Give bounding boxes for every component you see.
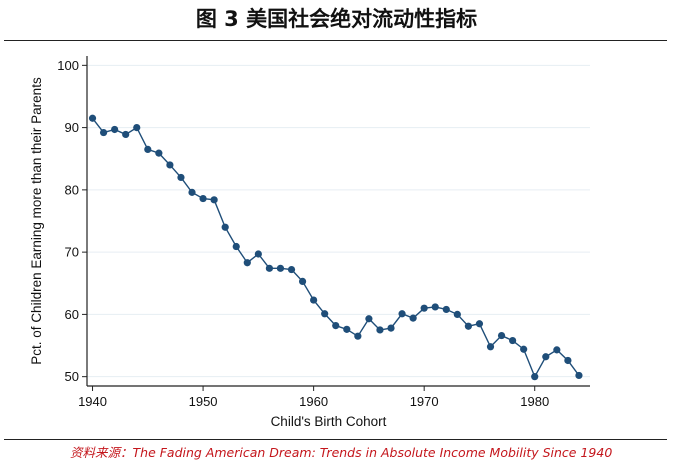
- y-tick-label: 50: [65, 369, 79, 384]
- series-line: [91, 117, 580, 379]
- data-point: [188, 188, 196, 196]
- data-point: [420, 304, 428, 312]
- data-point: [442, 305, 450, 314]
- data-point: [431, 303, 439, 311]
- axes: [86, 56, 590, 387]
- y-tick-label: 80: [65, 182, 79, 197]
- data-point: [210, 196, 218, 204]
- data-point: [531, 373, 539, 381]
- x-tick-label: 1970: [410, 394, 439, 409]
- data-point: [221, 223, 229, 231]
- y-ticks: 50 60 70 80 90 100: [57, 58, 87, 384]
- source-label: 资料来源：: [70, 445, 133, 460]
- y-tick-label: 70: [65, 245, 79, 260]
- data-point: [486, 343, 495, 351]
- x-tick-label: 1940: [78, 394, 107, 409]
- y-tick-label: 100: [57, 58, 79, 73]
- data-point: [497, 331, 506, 340]
- data-points: [88, 114, 583, 381]
- data-point: [520, 345, 528, 353]
- data-point: [144, 145, 152, 153]
- source-text: The Fading American Dream: Trends in Abs…: [132, 445, 613, 460]
- data-point: [254, 250, 262, 258]
- data-point: [343, 325, 351, 333]
- data-point: [298, 277, 307, 285]
- data-point: [321, 310, 329, 318]
- data-point: [265, 264, 274, 272]
- data-point: [365, 315, 373, 323]
- x-tick-label: 1960: [299, 394, 328, 409]
- data-point: [542, 353, 550, 361]
- title-rule: [4, 40, 667, 41]
- data-point: [409, 314, 417, 322]
- gridlines: [87, 64, 590, 378]
- data-point: [310, 296, 318, 304]
- data-point: [287, 265, 296, 274]
- data-point: [155, 149, 163, 157]
- data-point: [464, 322, 472, 330]
- x-tick-label: 1950: [189, 394, 218, 409]
- x-axis-label: Child's Birth Cohort: [271, 414, 387, 429]
- source-rule: [4, 439, 667, 440]
- data-point: [354, 332, 362, 340]
- data-point: [564, 356, 572, 365]
- data-point: [243, 259, 251, 267]
- source-note: 资料来源：The Fading American Dream: Trends i…: [70, 443, 668, 463]
- data-point: [133, 124, 141, 132]
- line-chart: 50 60 70 80 90 100 1940 1950 1960 1970 1980 Pct. …: [29, 56, 590, 429]
- data-point: [99, 128, 108, 137]
- data-point: [232, 242, 240, 251]
- data-point: [575, 371, 583, 380]
- data-point: [177, 173, 185, 182]
- data-point: [166, 161, 174, 169]
- series-line-layer: [91, 117, 580, 379]
- x-ticks: 1940 1950 1960 1970 1980: [78, 386, 549, 409]
- data-point: [276, 264, 285, 272]
- data-point: [199, 194, 207, 203]
- data-point: [475, 320, 484, 328]
- x-tick-label: 1980: [520, 394, 549, 409]
- data-point: [376, 326, 384, 334]
- data-point: [509, 336, 517, 345]
- data-point: [387, 324, 395, 332]
- data-point: [553, 346, 561, 354]
- page-title: 图 3 美国社会绝对流动性指标: [195, 7, 478, 31]
- data-point: [453, 310, 461, 318]
- data-point: [88, 114, 97, 122]
- data-point: [122, 130, 130, 139]
- y-tick-label: 60: [65, 307, 79, 322]
- data-point: [398, 310, 406, 318]
- y-tick-label: 90: [65, 120, 79, 135]
- y-axis-label: Pct. of Children Earning more than their…: [29, 77, 44, 365]
- data-point: [332, 322, 340, 330]
- data-point: [111, 125, 119, 134]
